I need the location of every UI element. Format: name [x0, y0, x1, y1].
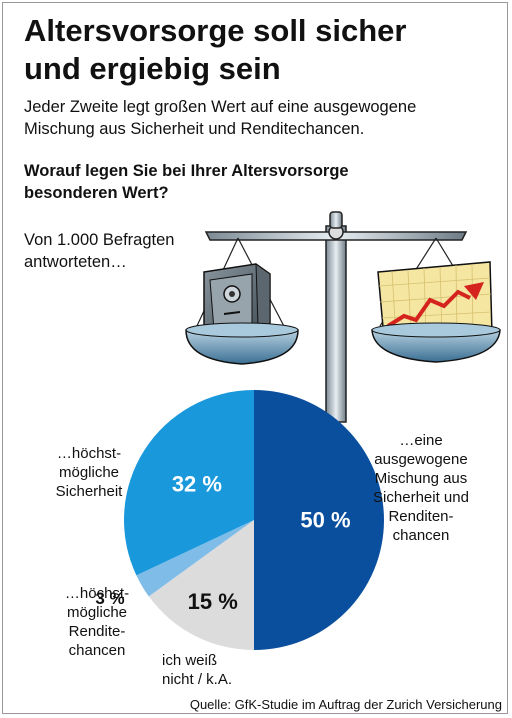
source-note: Quelle: GfK-Studie im Auftrag der Zurich… [189, 697, 502, 712]
title-line-1: Altersvorsorge soll sicher [24, 13, 407, 48]
slice-balanced-category-line: chancen [392, 527, 450, 544]
slice-dont-know-category-line: ich weiß [162, 652, 218, 669]
slice-balanced-category-line: ausgewogene [374, 451, 468, 468]
rising-chart-icon [377, 261, 493, 339]
slice-dont-know-category-line: nicht / k.A. [162, 671, 233, 688]
slice-balanced-value-label: 50 % [300, 508, 350, 533]
slice-balanced-category-line: Sicherheit und [373, 489, 469, 506]
title-line-2: und ergiebig sein [24, 51, 281, 86]
slice-max-return-category-line: chancen [68, 642, 126, 659]
slice-max-return-value-label: 3 % [95, 589, 124, 608]
slice-balanced-category-line: …eine [399, 432, 443, 449]
survey-question: Worauf legen Sie bei Ihrer Altersvorsorg… [24, 160, 494, 204]
question-line-2: besonderen Wert? [24, 184, 169, 202]
subtitle: Jeder Zweite legt großen Wert auf eine a… [24, 96, 494, 140]
label-dont-know: ich weiß nicht / k.A. [162, 651, 282, 689]
slice-max-safety-value-label: 32 % [172, 472, 222, 497]
sample-line-2: antworteten… [24, 253, 127, 271]
subtitle-line-2: Mischung aus Sicherheit und Renditechanc… [24, 120, 365, 138]
slice-max-safety-category-line: …höchst- [56, 445, 122, 462]
slice-max-return-category-line: Rendite- [68, 623, 126, 640]
subtitle-line-1: Jeder Zweite legt großen Wert auf eine a… [24, 98, 417, 116]
sample-note: Von 1.000 Befragten antworteten… [24, 229, 244, 273]
slice-max-return-category-line: …höchst- [64, 585, 130, 602]
label-max-return: …höchst-mögliche Rendite-chancen [42, 584, 152, 660]
slice-max-safety-category-line: Sicherheit [55, 483, 123, 500]
slice-dont-know [148, 520, 254, 650]
slice-balanced-category-line: Mischung aus [374, 470, 468, 487]
slice-max-safety-category-line: mögliche [58, 464, 120, 481]
slice-balanced-category-line: Renditen- [388, 508, 454, 525]
label-balanced: …eine ausgewogene Mischung aus Sicherheit u… [346, 431, 496, 545]
slice-max-safety [123, 390, 255, 576]
question-line-1: Worauf legen Sie bei Ihrer Altersvorsorg… [24, 162, 349, 180]
slice-max-return-category-line: mögliche [66, 604, 128, 621]
slice-max-return [136, 520, 254, 597]
slice-dont-know-value-label: 15 % [188, 589, 238, 614]
slice-balanced [254, 390, 384, 650]
label-max-safety: …höchst-mögliche Sicherheit [24, 444, 154, 501]
page-title: Altersvorsorge soll sicher und ergiebig … [24, 12, 494, 88]
sample-line-1: Von 1.000 Befragten [24, 231, 175, 249]
